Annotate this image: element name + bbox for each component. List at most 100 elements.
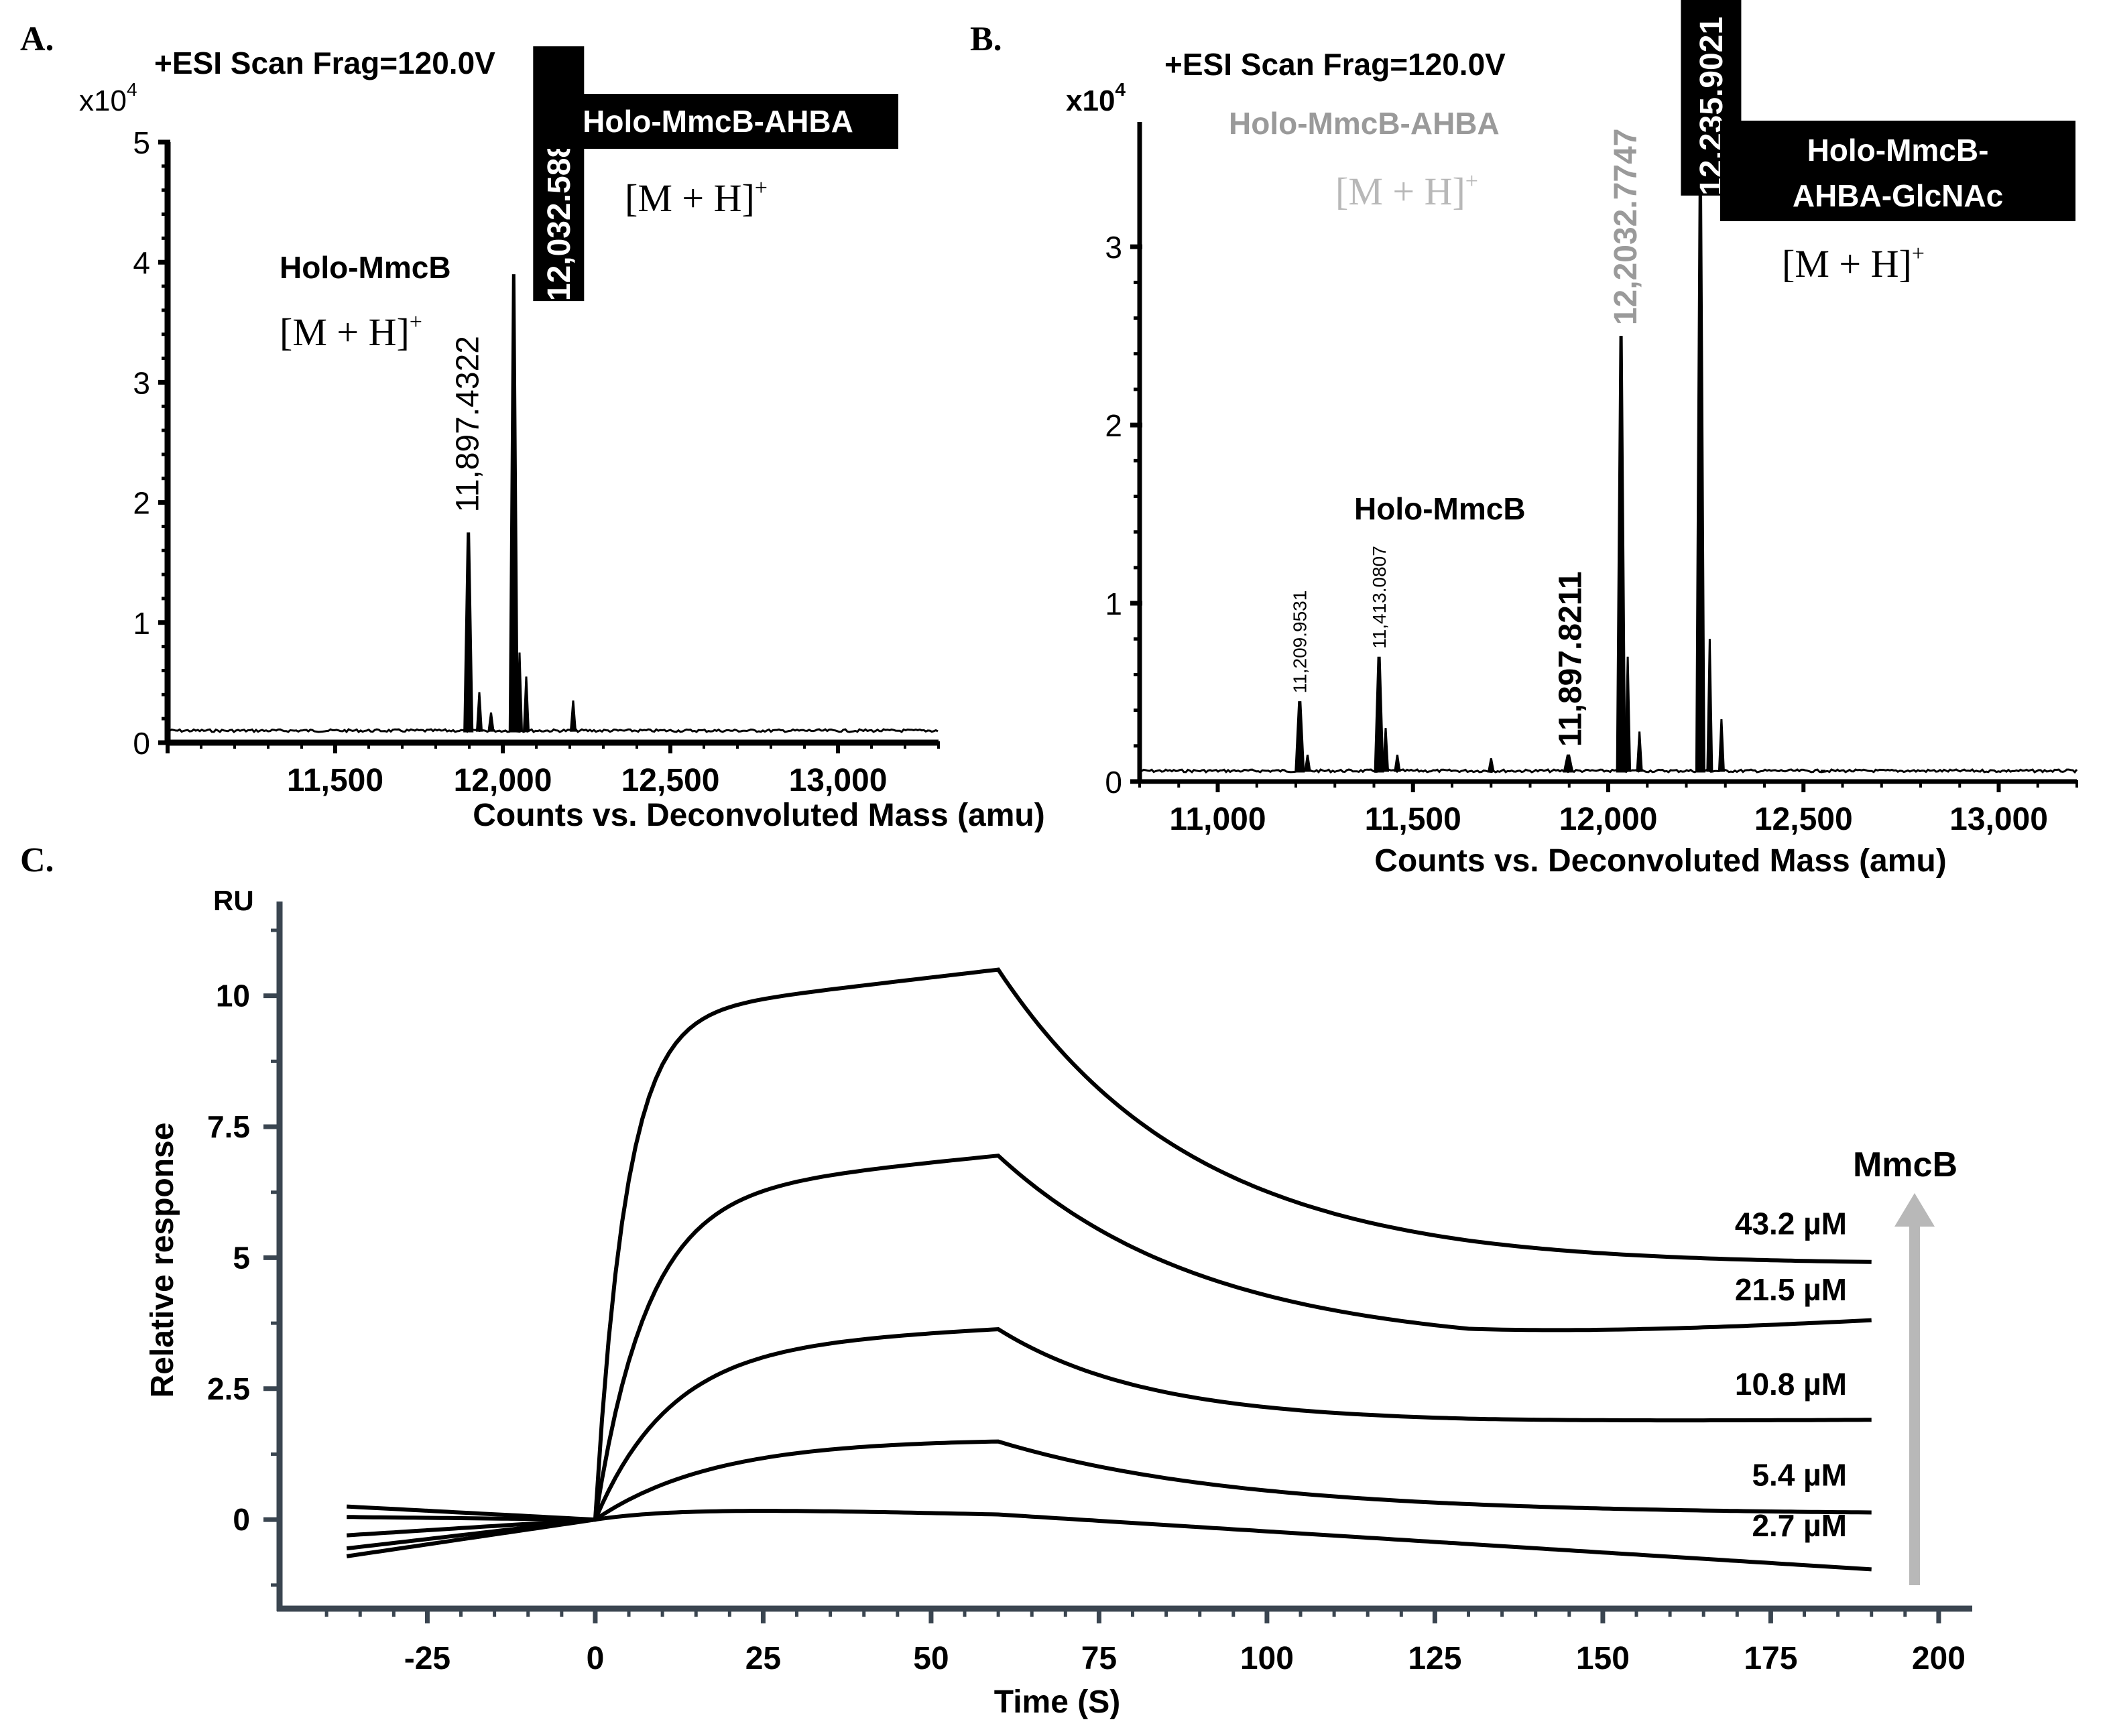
panel-b-peak bbox=[1706, 639, 1713, 772]
panel-b-x-axis-title: Counts vs. Deconvoluted Mass (amu) bbox=[1374, 843, 1946, 879]
panel-b-spectrum: 11,209.9531 11,413.0807 11,897.8211 12,2032… bbox=[1139, 0, 2078, 774]
panel-a-peak bbox=[569, 700, 577, 732]
panel-b-x-tick-label-2: 12,000 bbox=[1559, 802, 1658, 837]
panel-a-peak bbox=[516, 652, 524, 732]
panel-a-peak-label-box bbox=[533, 46, 585, 302]
panel-c-x-tick-label-2: 25 bbox=[745, 1641, 781, 1676]
panel-c-y-axis-title: Relative response bbox=[145, 1123, 180, 1398]
panel-a-ahba-box bbox=[538, 94, 898, 149]
panel-b-peak-label: 11,897.8211 bbox=[1553, 571, 1588, 747]
panel-b-peak bbox=[1624, 656, 1632, 772]
panel-a-ahba-ion: [M + H]+ bbox=[625, 176, 768, 220]
panel-b-y-tick-label-1: 1 bbox=[1105, 586, 1122, 621]
panel-b-holo-mmcb-label: Holo-MmcB bbox=[1354, 491, 1526, 526]
panel-b-axes: 0 1 2 3 11,000 11,500 12,000 12,500 13,000 bbox=[1105, 122, 2078, 837]
panel-b-glcnac-label-line2: AHBA-GlcNAc bbox=[1793, 178, 2003, 213]
panel-b-scan-label: +ESI Scan Frag=120.0V bbox=[1164, 47, 1506, 82]
panel-b-label: B. bbox=[970, 20, 1002, 58]
sensorgram-curve bbox=[346, 1154, 1872, 1551]
panel-b-peak-label: 12,2032.7747 bbox=[1608, 129, 1644, 326]
panel-c-y-tick-label-0: 0 bbox=[233, 1502, 250, 1537]
panel-b-peak bbox=[1718, 719, 1725, 772]
panel-a-x-tick-label-3: 13,000 bbox=[789, 763, 888, 798]
sensorgram-label: 21.5 µM bbox=[1735, 1272, 1847, 1307]
sensorgram-curve bbox=[347, 1439, 1872, 1522]
panel-a-y-multiplier-base: x10 bbox=[79, 84, 127, 117]
panel-a-baseline-trace bbox=[166, 728, 939, 734]
concentration-arrow-head bbox=[1894, 1193, 1935, 1227]
panel-a-y-tick-label-2: 2 bbox=[133, 486, 150, 521]
panel-a-y-tick-label-1: 1 bbox=[133, 606, 150, 641]
concentration-arrow-label: MmcB bbox=[1853, 1145, 1957, 1184]
panel-a-label: A. bbox=[20, 20, 54, 58]
panel-a-holo-mmcb-ion-text: [M + H] bbox=[280, 310, 410, 354]
panel-c-x-axis-title: Time (S) bbox=[994, 1684, 1120, 1720]
panel-a-y-tick-label-3: 3 bbox=[133, 365, 150, 400]
panel-c-label: C. bbox=[20, 841, 54, 879]
panel-b: B. +ESI Scan Frag=120.0V x104 0 1 2 3 11,000… bbox=[970, 0, 2078, 879]
panel-a-holo-mmcb-ion: [M + H]+ bbox=[280, 310, 422, 354]
panel-b-glcnac-ion-text: [M + H] bbox=[1782, 242, 1912, 286]
panel-c-y-tick-label-1: 2.5 bbox=[207, 1371, 250, 1406]
panel-a-ahba-ion-sup: + bbox=[755, 176, 768, 200]
panel-c-x-tick-label-0: -25 bbox=[404, 1641, 450, 1676]
panel-b-peak bbox=[1394, 754, 1401, 772]
panel-a-x-tick-label-0: 11,500 bbox=[287, 763, 383, 798]
panel-b-peak bbox=[1304, 754, 1311, 772]
panel-a-spectrum: 11,897.4322 12,032.5887 bbox=[166, 46, 939, 734]
panel-b-y-tick-label-3: 3 bbox=[1105, 230, 1122, 265]
panel-a-ahba-label: Holo-MmcB-AHBA bbox=[583, 104, 853, 139]
panel-c-y-tick-label-2: 5 bbox=[233, 1240, 250, 1275]
panel-b-peak bbox=[1695, 175, 1705, 773]
panel-b-peak bbox=[1636, 731, 1643, 772]
panel-b-glcnac-box bbox=[1720, 121, 2075, 221]
sensorgram-label: 2.7 µM bbox=[1752, 1508, 1847, 1543]
panel-a-x-tick-label-2: 12,500 bbox=[621, 763, 720, 798]
panel-b-y-multiplier-base: x10 bbox=[1066, 84, 1115, 117]
panel-a-peak bbox=[508, 274, 519, 733]
panel-b-ahba-ion: [M + H]+ bbox=[1335, 169, 1478, 213]
panel-a-peak-label: 12,032.5887 bbox=[542, 122, 577, 301]
sensorgram-curve bbox=[346, 967, 1872, 1558]
panel-c-x-tick-label-5: 100 bbox=[1240, 1641, 1294, 1676]
panel-a-axes: 0 1 2 3 4 5 11,500 12,000 12,500 13,000 bbox=[133, 125, 940, 798]
panel-c-axes: 0 2.5 5 7.5 10 -25 0 25 50 75 100 125 150 175 200 bbox=[207, 902, 1972, 1676]
panel-a-x-axis-title: Counts vs. Deconvoluted Mass (amu) bbox=[473, 798, 1044, 833]
sensorgram-label: 5.4 µM bbox=[1752, 1458, 1847, 1493]
panel-b-ahba-ion-sup: + bbox=[1465, 169, 1478, 194]
panel-c-x-tick-label-6: 125 bbox=[1408, 1641, 1461, 1676]
sensorgram-curve bbox=[347, 1504, 1872, 1572]
panel-b-peak bbox=[1374, 656, 1384, 773]
sensorgram-label: 43.2 µM bbox=[1735, 1206, 1847, 1241]
panel-c-x-tick-label-1: 0 bbox=[587, 1641, 605, 1676]
panel-b-x-tick-label-1: 11,500 bbox=[1365, 802, 1461, 837]
panel-b-y-tick-label-0: 0 bbox=[1105, 765, 1122, 800]
panel-b-peak bbox=[1616, 336, 1626, 773]
panel-b-x-tick-label-3: 12,500 bbox=[1754, 802, 1853, 837]
panel-a-peak bbox=[522, 676, 530, 732]
panel-b-baseline-trace bbox=[1139, 768, 2078, 774]
panel-b-x-tick-label-0: 11,000 bbox=[1169, 802, 1266, 837]
panel-c-y-tick-label-3: 7.5 bbox=[207, 1109, 250, 1144]
panel-b-x-tick-label-4: 13,000 bbox=[1949, 802, 2048, 837]
panel-b-peak-label: 11,209.9531 bbox=[1290, 591, 1311, 694]
panel-c-x-tick-label-9: 200 bbox=[1912, 1641, 1966, 1676]
panel-c-y-tick-label-4: 10 bbox=[216, 979, 250, 1013]
panel-b-y-tick-label-2: 2 bbox=[1105, 408, 1122, 443]
panel-c-x-tick-label-3: 50 bbox=[913, 1641, 949, 1676]
panel-b-glcnac-label-line1: Holo-MmcB- bbox=[1807, 133, 1989, 168]
panel-c: C. RU Relative response 0 2.5 5 7.5 10 -25 0 25… bbox=[20, 841, 1972, 1720]
sensorgram-label: 10.8 µM bbox=[1735, 1367, 1847, 1402]
panel-a-holo-mmcb-label: Holo-MmcB bbox=[280, 250, 451, 285]
panel-b-ahba-label: Holo-MmcB-AHBA bbox=[1229, 106, 1500, 141]
panel-c-sensorgrams: 43.2 µM 21.5 µM 10.8 µM 5.4 µM 2.7 µM bbox=[346, 967, 1872, 1572]
panel-a-peak-label: 11,897.4322 bbox=[450, 336, 486, 512]
panel-a-peak bbox=[487, 712, 495, 732]
panel-a-y-multiplier: x104 bbox=[79, 79, 137, 117]
panel-b-peak-label: 11,413.0807 bbox=[1369, 546, 1390, 649]
panel-b-peak bbox=[1563, 754, 1574, 773]
panel-b-peak bbox=[1382, 728, 1390, 772]
panel-a-y-exponent: 4 bbox=[127, 79, 137, 100]
panel-b-glcnac-ion: [M + H]+ bbox=[1782, 241, 1925, 286]
